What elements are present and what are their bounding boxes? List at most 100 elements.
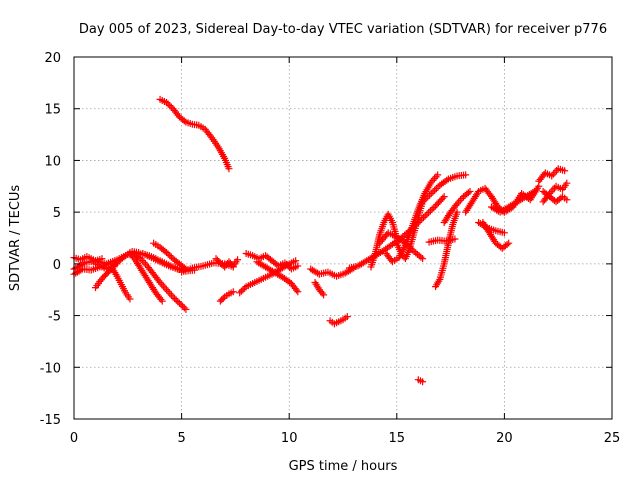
data-point [126, 295, 134, 303]
x-axis-label: GPS time / hours [289, 459, 398, 474]
series-arc-18 [307, 264, 358, 280]
series-arc-27 [419, 171, 470, 206]
series-arc-35 [500, 182, 543, 216]
y-tick-label: -10 [40, 361, 61, 376]
data-point [237, 287, 245, 295]
series-arc-25 [393, 198, 427, 263]
data-point [113, 260, 121, 268]
data-point [293, 286, 301, 294]
y-tick-label: 15 [44, 103, 61, 118]
y-tick-label: 20 [44, 51, 61, 66]
data-point [427, 190, 435, 198]
data-point [163, 248, 171, 256]
series-arc-33 [479, 218, 513, 252]
data-point [159, 282, 167, 290]
series-arc-20 [326, 313, 351, 328]
x-tick-label: 0 [70, 431, 78, 446]
data-point [525, 194, 533, 202]
data-point [206, 132, 214, 140]
data-point [175, 299, 183, 307]
data-point [120, 253, 128, 261]
x-tick-label: 25 [604, 431, 621, 446]
y-tick-label: -5 [48, 310, 61, 325]
data-point [429, 188, 437, 196]
data-point [424, 193, 432, 201]
series-arc-14 [216, 288, 237, 305]
data-point [164, 250, 172, 258]
data-point [456, 196, 464, 204]
data-point [292, 257, 300, 265]
data-point [158, 297, 166, 305]
data-point [135, 253, 143, 261]
x-tick-label: 10 [281, 431, 298, 446]
series-arc-10 [150, 239, 190, 273]
series-arc-29 [432, 208, 461, 291]
data-point [166, 102, 174, 110]
data-point [318, 289, 326, 297]
data-point [229, 288, 237, 296]
series-arc-28 [425, 235, 459, 246]
data-point [503, 240, 511, 248]
data-point [500, 229, 508, 237]
data-point [236, 289, 244, 297]
data-point [167, 291, 175, 299]
data-point [432, 185, 440, 193]
data-point [439, 194, 447, 202]
data-point [422, 194, 430, 202]
series-arc-07 [130, 250, 190, 313]
data-point [241, 284, 249, 292]
data-point [164, 100, 172, 108]
x-tick-label: 15 [389, 431, 406, 446]
data-point [431, 186, 439, 194]
data-point [164, 288, 172, 296]
data-point [426, 207, 434, 215]
data-point [294, 262, 302, 270]
y-axis-label: SDTVAR / TECUs [8, 185, 23, 292]
data-point [179, 302, 187, 310]
data-point [180, 304, 188, 312]
series-arc-06 [109, 265, 134, 303]
data-point [225, 165, 233, 173]
data-point [563, 179, 571, 187]
chart-title: Day 005 of 2023, Sidereal Day-to-day VTE… [79, 22, 607, 37]
data-point [180, 117, 188, 125]
data-point [284, 262, 292, 270]
data-point [161, 284, 169, 292]
data-point [343, 313, 351, 321]
series-arc-38 [539, 187, 571, 206]
series-arc-19 [311, 278, 328, 299]
series-arc-05 [92, 260, 121, 292]
data-point [177, 301, 185, 309]
data-point [166, 289, 174, 297]
y-tick-label: 10 [44, 154, 61, 169]
data-point [434, 171, 442, 179]
data-point [281, 259, 289, 267]
data-point [166, 252, 174, 260]
data-point [430, 175, 438, 183]
data-point [425, 209, 433, 217]
data-point [163, 99, 171, 107]
x-tick-label: 20 [496, 431, 513, 446]
data-point [163, 286, 171, 294]
data-point [419, 378, 427, 386]
data-point [171, 295, 179, 303]
data-point [98, 255, 106, 263]
data-point [320, 291, 328, 299]
data-point [77, 266, 85, 274]
data-point [462, 171, 470, 179]
data-point [423, 210, 431, 218]
series-arc-36 [535, 165, 569, 185]
plot-frame [73, 56, 613, 420]
data-point [294, 288, 302, 296]
data-point [234, 256, 242, 264]
data-point [430, 204, 438, 212]
data-point [464, 189, 472, 197]
data-point [561, 167, 569, 175]
series-arc-08 [126, 248, 166, 305]
data-point [440, 193, 448, 201]
data-point [458, 194, 466, 202]
data-point [419, 255, 427, 263]
series-arc-22 [367, 210, 401, 271]
data-point [169, 293, 177, 301]
